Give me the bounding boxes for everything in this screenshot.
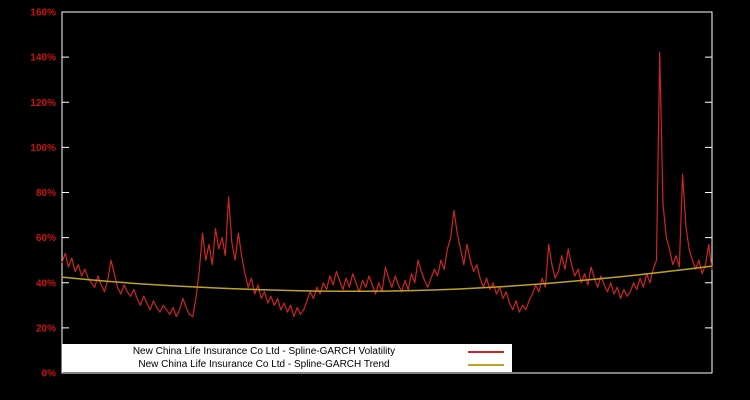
legend-line-trend-icon [468, 363, 504, 366]
y-tick-label: 100% [30, 143, 56, 154]
y-tick-label: 20% [36, 323, 56, 334]
y-tick-label: 60% [36, 233, 56, 244]
trend-line [61, 265, 713, 293]
y-tick-label: 80% [36, 188, 56, 199]
volatility-line [61, 51, 713, 318]
chart-legend: New China Life Insurance Co Ltd - Spline… [62, 344, 512, 372]
y-tick-label: 140% [30, 53, 56, 64]
legend-label-volatility: New China Life Insurance Co Ltd - Spline… [132, 346, 396, 357]
y-tick-label: 40% [36, 278, 56, 289]
legend-label-trend: New China Life Insurance Co Ltd - Spline… [138, 359, 390, 370]
y-tick-label: 0% [42, 369, 57, 380]
y-tick-label: 160% [30, 8, 56, 19]
legend-item-volatility: New China Life Insurance Co Ltd - Spline… [62, 345, 512, 358]
legend-line-volatility-icon [468, 350, 504, 353]
y-tick-label: 120% [30, 98, 56, 109]
legend-item-trend: New China Life Insurance Co Ltd - Spline… [62, 358, 512, 371]
plot-border [61, 11, 713, 374]
